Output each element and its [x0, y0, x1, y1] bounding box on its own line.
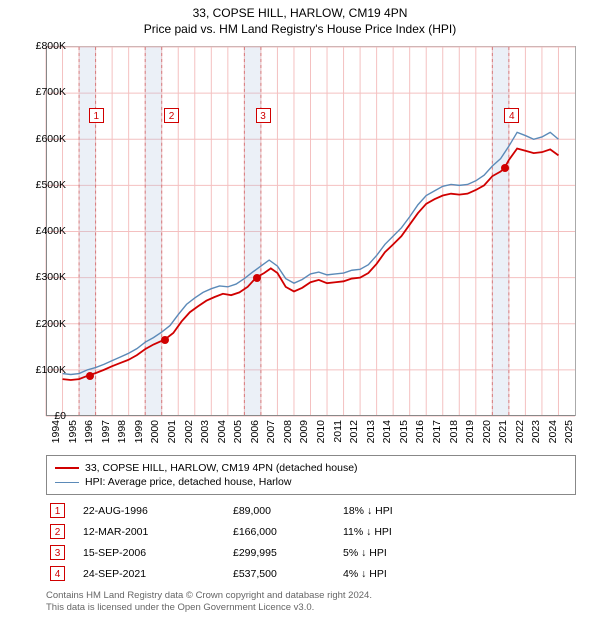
y-axis-tick-label: £800K: [24, 40, 66, 52]
chart-plot-area: 1 2 3 4: [46, 46, 576, 416]
sales-marker-2: 2: [50, 524, 65, 539]
x-axis-tick-label: 2005: [232, 420, 244, 443]
sales-pct: 5% HPI: [343, 547, 463, 559]
sales-price: £299,995: [233, 547, 343, 559]
x-axis-tick-label: 2015: [398, 420, 410, 443]
footer-attribution: Contains HM Land Registry data © Crown c…: [46, 590, 576, 614]
legend: 33, COPSE HILL, HARLOW, CM19 4PN (detach…: [46, 455, 576, 495]
chart-sale-dot: [501, 164, 509, 172]
x-axis-tick-label: 2017: [431, 420, 443, 443]
sales-date: 12-MAR-2001: [83, 526, 233, 538]
chart-sale-marker: 2: [164, 108, 179, 123]
chart-sale-marker: 1: [89, 108, 104, 123]
sales-date: 22-AUG-1996: [83, 505, 233, 517]
footer-line2: This data is licensed under the Open Gov…: [46, 602, 576, 614]
chart-sale-marker: 3: [256, 108, 271, 123]
x-axis-tick-label: 2016: [414, 420, 426, 443]
x-axis-tick-label: 2021: [497, 420, 509, 443]
x-axis-tick-label: 2014: [381, 420, 393, 443]
y-axis-tick-label: £500K: [24, 179, 66, 191]
x-axis-tick-label: 2007: [265, 420, 277, 443]
arrow-down-icon: [361, 547, 366, 559]
sales-pct: 4% HPI: [343, 568, 463, 580]
sales-row: 1 22-AUG-1996 £89,000 18% HPI: [46, 500, 576, 521]
sales-row: 3 15-SEP-2006 £299,995 5% HPI: [46, 542, 576, 563]
sales-date: 15-SEP-2006: [83, 547, 233, 559]
footer-line1: Contains HM Land Registry data © Crown c…: [46, 590, 576, 602]
arrow-down-icon: [367, 505, 372, 517]
legend-swatch-blue: [55, 482, 79, 483]
x-axis-tick-label: 2012: [348, 420, 360, 443]
legend-label-red: 33, COPSE HILL, HARLOW, CM19 4PN (detach…: [85, 462, 358, 474]
sales-row: 2 12-MAR-2001 £166,000 11% HPI: [46, 521, 576, 542]
y-axis-tick-label: £200K: [24, 318, 66, 330]
chart-sale-dot: [86, 372, 94, 380]
x-axis-tick-label: 1995: [67, 420, 79, 443]
chart-sale-dot: [253, 274, 261, 282]
y-axis-tick-label: £400K: [24, 225, 66, 237]
sales-price: £89,000: [233, 505, 343, 517]
sales-pct: 11% HPI: [343, 526, 463, 538]
x-axis-tick-label: 2004: [216, 420, 228, 443]
sales-date: 24-SEP-2021: [83, 568, 233, 580]
chart-sale-dot: [161, 336, 169, 344]
chart-sale-marker: 4: [504, 108, 519, 123]
y-axis-tick-label: £300K: [24, 271, 66, 283]
x-axis-tick-label: 2019: [464, 420, 476, 443]
chart-container: 33, COPSE HILL, HARLOW, CM19 4PN Price p…: [0, 0, 600, 620]
sales-price: £537,500: [233, 568, 343, 580]
legend-item-red: 33, COPSE HILL, HARLOW, CM19 4PN (detach…: [55, 461, 567, 475]
title-address: 33, COPSE HILL, HARLOW, CM19 4PN: [0, 0, 600, 20]
legend-swatch-red: [55, 467, 79, 469]
x-axis-tick-label: 1998: [116, 420, 128, 443]
x-axis-tick-label: 2003: [199, 420, 211, 443]
legend-item-blue: HPI: Average price, detached house, Harl…: [55, 475, 567, 489]
y-axis-tick-label: £600K: [24, 133, 66, 145]
x-axis-tick-label: 2000: [149, 420, 161, 443]
sales-table: 1 22-AUG-1996 £89,000 18% HPI 2 12-MAR-2…: [46, 500, 576, 584]
x-axis-tick-label: 1996: [83, 420, 95, 443]
x-axis-line: [46, 415, 575, 416]
sales-price: £166,000: [233, 526, 343, 538]
arrow-down-icon: [361, 568, 366, 580]
legend-label-blue: HPI: Average price, detached house, Harl…: [85, 476, 291, 488]
x-axis-tick-label: 2001: [166, 420, 178, 443]
x-axis-tick-label: 2024: [547, 420, 559, 443]
x-axis-tick-label: 2025: [563, 420, 575, 443]
y-axis-tick-label: £100K: [24, 364, 66, 376]
x-axis-tick-label: 2018: [448, 420, 460, 443]
sales-pct: 18% HPI: [343, 505, 463, 517]
x-axis-tick-label: 2009: [298, 420, 310, 443]
y-axis-tick-label: £700K: [24, 86, 66, 98]
chart-svg: [46, 47, 575, 416]
title-subtitle: Price paid vs. HM Land Registry's House …: [0, 20, 600, 36]
x-axis-tick-label: 2008: [282, 420, 294, 443]
x-axis-tick-label: 2002: [183, 420, 195, 443]
x-axis-tick-label: 1997: [100, 420, 112, 443]
sales-marker-4: 4: [50, 566, 65, 581]
sales-marker-1: 1: [50, 503, 65, 518]
sales-row: 4 24-SEP-2021 £537,500 4% HPI: [46, 563, 576, 584]
x-axis-tick-label: 2013: [365, 420, 377, 443]
x-axis-tick-label: 2020: [481, 420, 493, 443]
x-axis-tick-label: 1999: [133, 420, 145, 443]
arrow-down-icon: [366, 526, 371, 538]
sales-marker-3: 3: [50, 545, 65, 560]
x-axis-tick-label: 2022: [514, 420, 526, 443]
x-axis-tick-label: 2023: [530, 420, 542, 443]
x-axis-tick-label: 2011: [332, 420, 344, 443]
x-axis-tick-label: 2006: [249, 420, 261, 443]
x-axis-tick-label: 2010: [315, 420, 327, 443]
x-axis-tick-label: 1994: [50, 420, 62, 443]
